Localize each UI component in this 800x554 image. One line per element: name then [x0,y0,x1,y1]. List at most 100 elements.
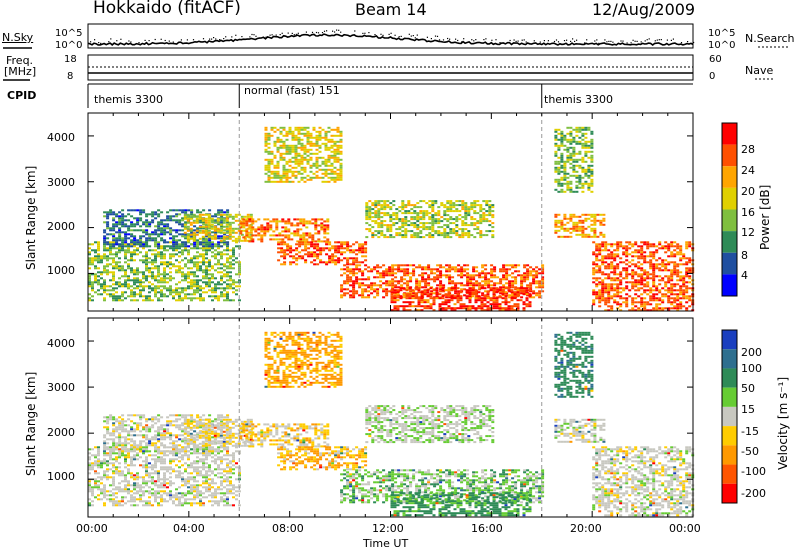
power-cell [175,299,178,302]
power-cell [370,268,374,271]
power-cell [607,291,611,294]
power-cell [507,305,511,308]
power-cell [112,273,115,276]
power-cell [263,232,267,235]
power-cell [324,170,328,173]
power-cell [154,245,157,248]
power-cell [172,247,175,250]
power-cell [204,217,208,220]
power-cell [491,210,495,213]
power-cell [388,270,392,273]
power-cell [327,172,331,175]
power-cell [454,268,458,271]
power-cell [619,287,623,290]
power-cell [370,282,374,285]
power-cell [403,296,407,299]
power-cell [365,206,369,209]
power-cell [106,265,109,268]
power-cell [285,170,289,173]
power-cell [214,257,217,260]
power-cell [217,271,220,274]
power-cell [157,255,160,258]
power-cell [190,231,194,234]
power-cell [643,255,647,258]
power-cell [202,271,205,274]
power-cell [118,211,122,214]
power-cell [406,272,410,275]
power-cell [88,267,91,270]
power-cell [391,284,395,287]
power-cell [587,166,591,169]
power-cell [373,282,377,285]
power-cell [467,212,471,215]
power-cell [397,264,401,267]
power-cell [505,272,509,275]
power-cell [413,218,417,221]
velocity-cell [106,474,109,477]
power-cell [361,247,365,250]
power-cell [109,285,112,288]
power-cell [383,234,387,237]
power-cell [599,213,603,216]
power-cell [685,285,689,288]
power-cell [151,263,154,266]
power-cell [406,284,410,287]
power-cell [491,230,495,233]
power-cell [207,219,211,222]
power-cell [336,152,340,155]
power-cell [595,283,599,286]
power-cell [112,253,115,256]
velocity-cell [124,460,127,463]
power-cell [267,180,271,183]
power-cell [163,253,166,256]
power-cell [100,277,103,280]
power-cell [492,297,496,300]
power-cell [222,217,226,220]
power-cell [471,293,475,296]
power-cell [154,287,157,290]
power-cell [616,273,620,276]
power-cell [485,234,489,237]
power-cell [661,277,665,280]
power-cell [529,296,533,299]
power-cell [339,152,343,155]
power-cell [368,228,372,231]
power-cell [160,245,163,248]
power-cell [160,239,164,242]
power-cell [379,274,383,277]
power-cell [184,221,188,224]
power-cell [249,213,253,216]
power-cell [340,251,344,254]
power-cell [604,267,608,270]
power-cell [587,176,591,179]
power-cell [178,221,182,224]
power-cell [593,219,597,222]
power-cell [118,221,122,224]
power-cell [199,293,202,296]
power-cell [277,241,281,244]
power-cell [447,305,451,308]
power-cell [383,214,387,217]
power-cell [610,309,614,312]
power-cell [590,172,594,175]
power-cell [560,140,564,143]
power-cell [676,271,680,274]
power-cell [115,291,118,294]
power-cell [315,176,319,179]
power-cell [587,156,591,159]
power-cell [619,295,623,298]
power-cell [151,275,154,278]
power-cell [449,200,453,203]
power-cell [646,275,650,278]
power-cell [169,279,172,282]
power-cell [136,269,139,272]
power-cell [400,270,404,273]
power-cell [492,305,496,308]
power-cell [637,283,641,286]
power-cell [287,236,291,239]
power-cell [661,263,665,266]
power-cell [100,293,103,296]
power-cell [535,282,539,285]
velocity-cell [112,492,115,495]
power-cell [94,255,97,258]
